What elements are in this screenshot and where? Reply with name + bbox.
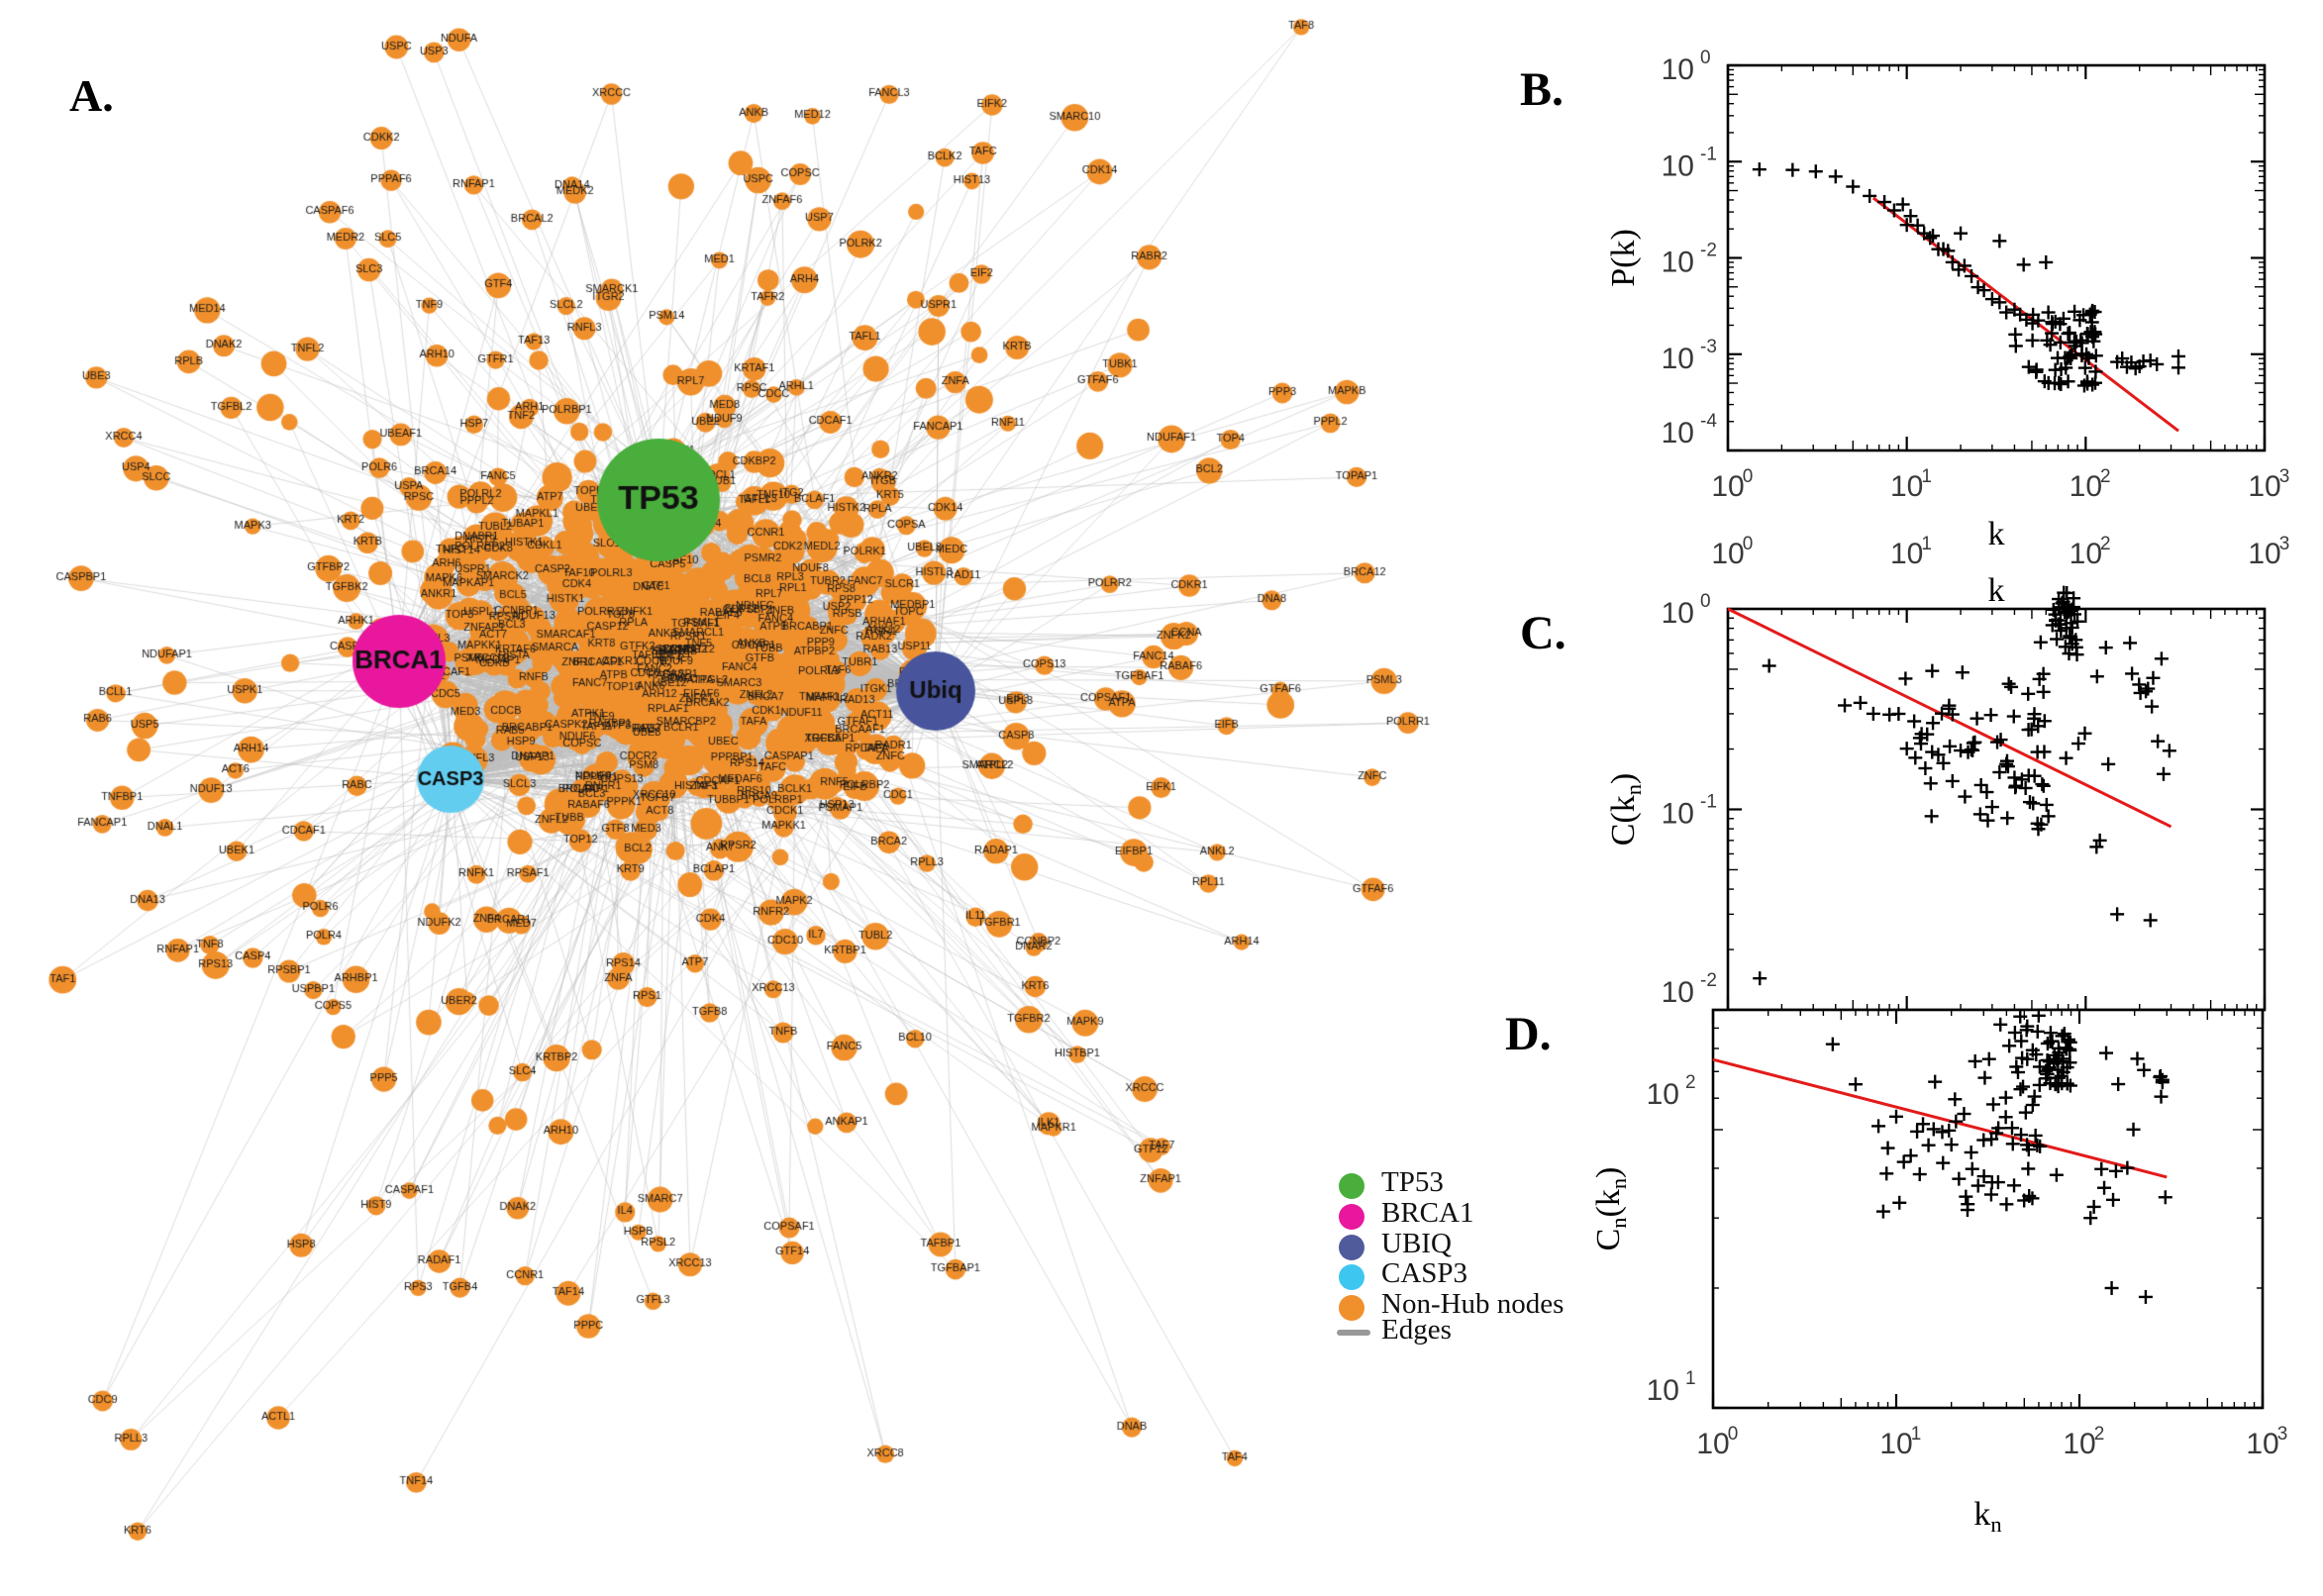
svg-text:kn: kn [1973, 1496, 2001, 1537]
svg-text:10: 10 [2246, 1428, 2278, 1460]
svg-text:B.: B. [1520, 63, 1564, 116]
svg-text:10: 10 [1662, 417, 1694, 449]
svg-text:-2: -2 [1700, 241, 1717, 261]
svg-text:10: 10 [2248, 470, 2280, 503]
svg-text:10: 10 [1890, 470, 1923, 503]
svg-text:10: 10 [1647, 1374, 1679, 1407]
svg-text:-3: -3 [1700, 337, 1717, 357]
svg-text:10: 10 [1890, 538, 1923, 570]
svg-text:-2: -2 [1700, 970, 1717, 991]
svg-text:0: 0 [1743, 534, 1754, 554]
svg-text:-4: -4 [1700, 411, 1717, 432]
svg-text:3: 3 [2277, 1424, 2288, 1445]
svg-text:2: 2 [1685, 1072, 1696, 1093]
svg-text:Cn(kn): Cn(kn) [1590, 1167, 1631, 1251]
svg-text:10: 10 [1711, 470, 1744, 503]
svg-text:10: 10 [2063, 1428, 2095, 1460]
svg-text:10: 10 [1662, 247, 1694, 279]
svg-text:1: 1 [1911, 1424, 1922, 1445]
svg-text:2: 2 [2100, 466, 2111, 487]
svg-text:k: k [1988, 516, 2005, 552]
svg-text:10: 10 [1662, 798, 1694, 831]
svg-text:-1: -1 [1700, 144, 1717, 164]
svg-text:-1: -1 [1700, 792, 1717, 813]
svg-text:10: 10 [2070, 538, 2102, 570]
svg-text:10: 10 [1662, 53, 1694, 86]
svg-text:10: 10 [1879, 1428, 1912, 1460]
svg-text:10: 10 [2070, 470, 2102, 503]
svg-text:2: 2 [2094, 1424, 2105, 1445]
svg-text:10: 10 [1647, 1078, 1679, 1111]
svg-text:3: 3 [2279, 466, 2290, 487]
svg-text:C(kn): C(kn) [1605, 773, 1646, 847]
svg-text:2: 2 [2100, 534, 2111, 554]
svg-text:10: 10 [1662, 343, 1694, 375]
svg-text:D.: D. [1505, 1008, 1552, 1060]
svg-text:0: 0 [1700, 48, 1711, 68]
svg-text:10: 10 [2248, 538, 2280, 570]
svg-text:10: 10 [1662, 976, 1694, 1009]
svg-text:0: 0 [1728, 1424, 1739, 1445]
svg-text:1: 1 [1921, 534, 1932, 554]
svg-text:10: 10 [1662, 150, 1694, 182]
svg-text:0: 0 [1700, 591, 1711, 612]
svg-text:P(k): P(k) [1605, 229, 1642, 287]
svg-text:1: 1 [1685, 1368, 1696, 1389]
svg-text:k: k [1988, 572, 2005, 609]
svg-text:10: 10 [1662, 597, 1694, 630]
svg-text:10: 10 [1711, 538, 1744, 570]
svg-text:1: 1 [1921, 466, 1932, 487]
svg-text:10: 10 [1696, 1428, 1729, 1460]
svg-text:C.: C. [1520, 607, 1566, 659]
svg-text:0: 0 [1743, 466, 1754, 487]
svg-text:3: 3 [2279, 534, 2290, 554]
